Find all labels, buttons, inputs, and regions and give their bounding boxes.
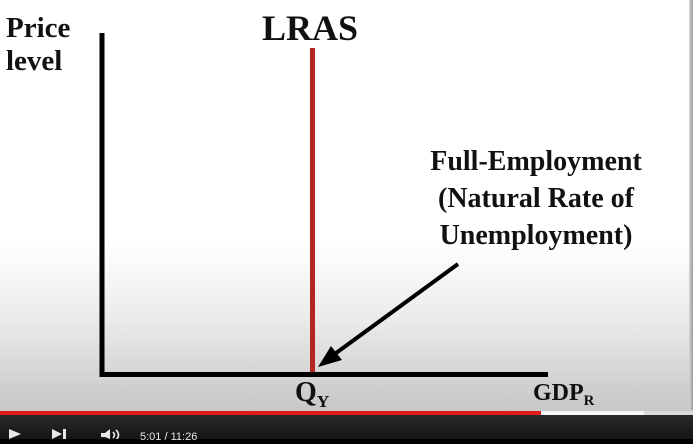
gdp-main: GDP — [533, 380, 584, 406]
annotation-line: Unemployment) — [439, 220, 633, 251]
time-separator: / — [164, 431, 168, 443]
annotation-arrow-head — [318, 346, 342, 367]
player-controls: 5:01 / 11:26 — [0, 415, 693, 443]
qy-main: Q — [295, 377, 317, 408]
y-axis-label-line: Price — [6, 12, 71, 44]
time-total: 11:26 — [170, 431, 198, 443]
annotation-arrow-shaft — [330, 262, 460, 358]
y-axis-label: Price level — [6, 12, 70, 78]
annotation-line: (Natural Rate of — [438, 183, 634, 214]
qy-tick-label: QY — [295, 377, 330, 412]
gdp-subscript: R — [583, 393, 595, 410]
qy-subscript: Y — [316, 392, 330, 412]
x-axis-label: GDPR — [533, 378, 595, 410]
lras-label: LRAS — [262, 8, 359, 48]
time-current: 5:01 — [140, 431, 162, 443]
next-icon[interactable] — [50, 415, 72, 439]
progress-played — [0, 411, 541, 415]
volume-icon[interactable] — [100, 415, 124, 439]
progress-bar[interactable] — [0, 411, 693, 415]
full-employment-annotation: Full-Employment (Natural Rate of Unemplo… — [398, 143, 674, 254]
play-icon[interactable] — [8, 415, 24, 439]
y-axis-label-line: level — [6, 45, 63, 77]
time-display: 5:01 / 11:26 — [140, 431, 197, 444]
slide-edge — [689, 0, 693, 410]
lras-graph — [310, 48, 460, 372]
annotation-line: Full-Employment — [430, 146, 642, 177]
